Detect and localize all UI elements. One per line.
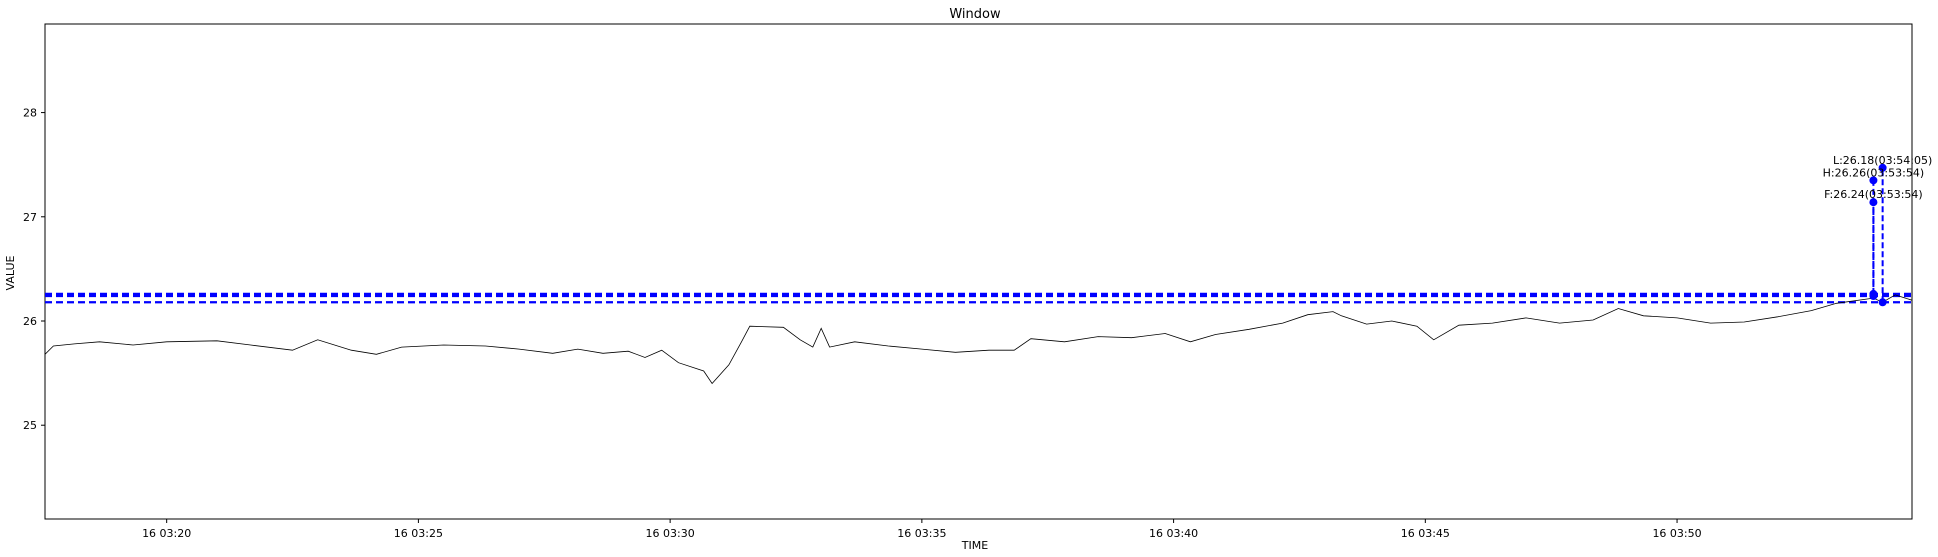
x-tick-label: 16 03:40 <box>1149 527 1198 540</box>
annotation-label-marker <box>1869 198 1878 207</box>
y-tick-label: 25 <box>23 419 37 432</box>
y-tick-label: 27 <box>23 211 37 224</box>
x-tick-label: 16 03:20 <box>142 527 191 540</box>
annotation-label: F:26.24(03:53:54) <box>1824 188 1923 201</box>
plot-frame <box>44 23 1913 520</box>
y-axis-label: VALUE <box>4 255 17 290</box>
x-tick-label: 16 03:50 <box>1652 527 1701 540</box>
y-tick-label: 26 <box>23 315 37 328</box>
y-tick-label: 28 <box>23 107 37 120</box>
annotation-label-marker <box>1869 176 1878 185</box>
x-axis-label: TIME <box>961 539 988 552</box>
series-line <box>45 294 1912 385</box>
annotation-label-marker <box>1878 163 1887 172</box>
annotation-point-marker <box>1878 298 1887 307</box>
annotation-label: H:26.26(03:53:54) <box>1823 166 1924 179</box>
annotation-label: L:26.18(03:54:05) <box>1833 154 1932 167</box>
chart-title: Window <box>949 7 1001 22</box>
x-tick-label: 16 03:45 <box>1401 527 1450 540</box>
x-tick-label: 16 03:25 <box>394 527 443 540</box>
annotation-point-marker <box>1869 291 1878 300</box>
x-tick-label: 16 03:35 <box>897 527 946 540</box>
plot-area: 16 03:20 16 03:25 16 03:30 16 03:35 16 03:40… <box>23 23 1932 540</box>
x-tick-label: 16 03:30 <box>646 527 695 540</box>
